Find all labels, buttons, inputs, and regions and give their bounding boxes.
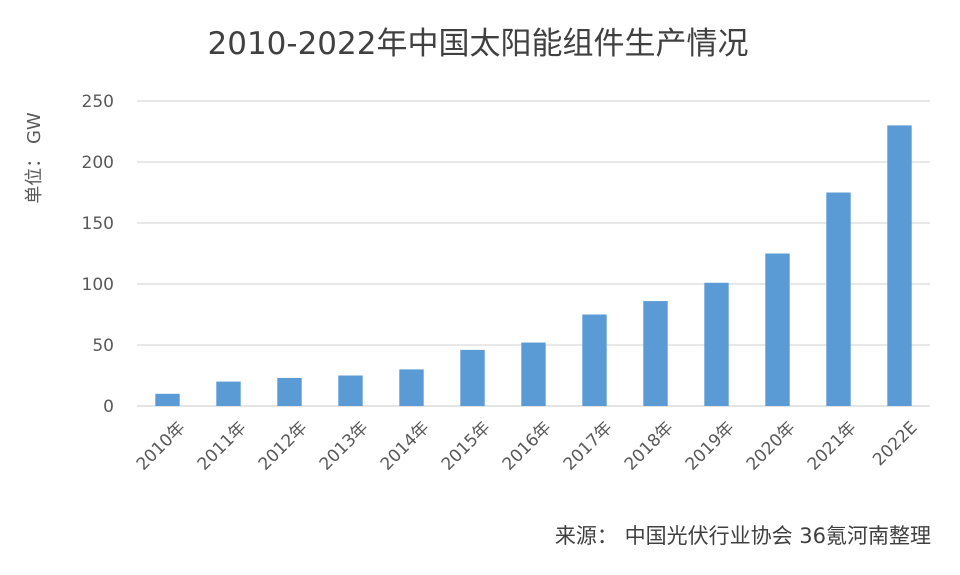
bar bbox=[399, 369, 424, 406]
bar bbox=[887, 125, 912, 407]
y-tick-label: 0 bbox=[103, 397, 114, 417]
x-tick-label: 2018年 bbox=[621, 418, 678, 475]
bar bbox=[155, 393, 180, 406]
bar bbox=[765, 253, 790, 406]
bar bbox=[460, 349, 485, 406]
x-tick-label: 2010年 bbox=[133, 418, 190, 475]
y-tick-label: 200 bbox=[82, 153, 114, 173]
x-tick-labels: 2010年 2011年 2012年 2013年 2014年 2015年 2016年 2017年… bbox=[133, 418, 922, 475]
x-tick-label: 2014年 bbox=[377, 418, 434, 475]
y-tick-label: 50 bbox=[92, 336, 114, 356]
source-note: 来源： 中国光伏行业协会 36氪河南整理 bbox=[555, 524, 931, 548]
x-tick-label: 2016年 bbox=[499, 418, 556, 475]
bar bbox=[216, 381, 241, 406]
gridlines bbox=[137, 100, 930, 407]
bar bbox=[338, 375, 363, 406]
y-tick-label: 150 bbox=[82, 214, 114, 234]
bar bbox=[277, 377, 302, 406]
y-tick-label: 250 bbox=[82, 92, 114, 112]
y-tick-label: 100 bbox=[82, 275, 114, 295]
x-tick-label: 2021年 bbox=[804, 418, 861, 475]
x-tick-label: 2012年 bbox=[255, 418, 312, 475]
x-tick-label: 2019年 bbox=[682, 418, 739, 475]
bar bbox=[643, 301, 668, 406]
bar bbox=[521, 342, 546, 406]
chart-title: 2010-2022年中国太阳能组件生产情况 bbox=[208, 26, 749, 62]
y-tick-labels: 0 50 100 150 200 250 bbox=[82, 92, 114, 417]
x-tick-label: 2013年 bbox=[316, 418, 373, 475]
bars bbox=[155, 125, 912, 407]
x-tick-label: 2015年 bbox=[438, 418, 495, 475]
x-tick-label: 2011年 bbox=[194, 418, 251, 475]
x-tick-label: 2017年 bbox=[560, 418, 617, 475]
y-axis-label: 单位： GW bbox=[24, 112, 45, 204]
bar bbox=[582, 314, 607, 406]
bar bbox=[704, 282, 729, 406]
bar bbox=[826, 192, 851, 406]
x-tick-label: 2022E bbox=[869, 418, 921, 470]
x-tick-label: 2020年 bbox=[743, 418, 800, 475]
